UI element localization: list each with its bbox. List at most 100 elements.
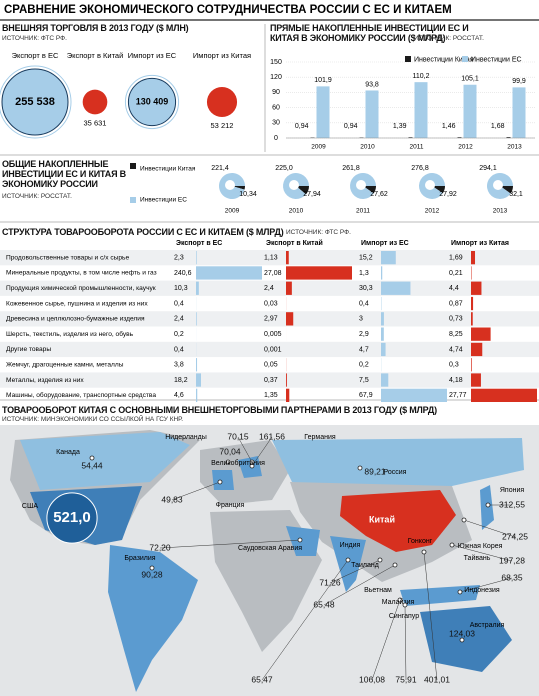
legend-swatch [462,56,468,62]
bubble [82,89,108,115]
bar [286,281,292,295]
place-marker [225,459,231,465]
bar [457,137,462,138]
bubble [206,86,238,118]
place-value: 65,47 [251,674,273,684]
place-label: Индонезия [464,587,500,594]
section-title: ПРЯМЫЕ НАКОПЛЕННЫЕ ИНВЕСТИЦИИ ЕС И КИТАЯ… [270,23,469,43]
x-tick-label: 2011 [410,144,424,151]
y-tick-label: 0 [274,135,278,142]
map-center-label: Китай [369,514,395,524]
japan [480,485,494,530]
leader-line [451,544,513,562]
place-value: 49,83 [161,494,183,504]
place-value: 197,28 [499,555,525,565]
place-marker [149,565,155,571]
row-label: Минеральные продукты, в том числе нефть … [6,270,157,277]
bar [471,296,474,311]
value-label: 0,4 [359,300,369,307]
place-label: Гонконг [408,538,433,545]
source: ИСТОЧНИК: РОССТАТ. [2,193,72,200]
place-value: 274,25 [502,531,528,541]
place-label: Нидерланды [165,434,207,441]
place-value: 521,0 [53,509,91,526]
china [340,490,456,552]
value-label: 0,87 [449,300,463,307]
place-label: Австралия [470,622,505,629]
page-title: СРАВНЕНИЕ ЭКОНОМИЧЕСКОГО СОТРУДНИЧЕСТВА … [4,4,452,16]
value-label: 130 409 [136,96,169,106]
bar [196,388,198,402]
x-tick-label: 2010 [289,208,304,215]
y-tick-label: 150 [270,59,282,66]
value-label: 0,005 [264,331,282,338]
bubble-ring [0,65,72,139]
value-label: 0,2 [359,362,369,369]
place-marker [461,517,467,523]
bar [196,251,197,265]
value-label: 8,25 [449,331,463,338]
column-header: Импорт из ЕС [361,240,409,247]
pie-hole [225,180,235,190]
bar [286,251,289,265]
place-label: Канада [56,449,80,456]
value-label: 4,18 [449,377,463,384]
value-label: 3 [359,316,363,323]
source: ИСТОЧНИК: РОССТАТ. [414,35,484,42]
y-tick-label: 120 [270,74,282,81]
bubble-label: Импорт из ЕС [128,51,177,60]
leader-line [261,559,349,681]
value-label: 53 212 [211,121,234,130]
bubble-label: Экспорт в Китай [67,51,124,60]
value-label: 35 631 [84,118,107,127]
row-label: Продукция химической промышленности, кау… [6,284,156,292]
section-title: ВНЕШНЯЯ ТОРГОВЛЯ В 2013 ГОДУ ($ МЛН) [2,23,189,33]
x-tick-label: 2010 [360,144,375,151]
source: ИСТОЧНИК: МИНЭКОНОМИКИ СО ССЫЛКОЙ НА ГСУ… [2,416,184,423]
place-value: 70,04 [219,446,241,456]
value-label: 261,8 [342,165,360,172]
place-label: Индия [340,542,361,549]
value-label: 276,8 [411,165,429,172]
value-label: 2,4 [174,316,184,323]
bar [316,86,330,138]
value-label: 27,77 [449,392,467,399]
x-tick-label: 2013 [507,144,522,151]
value-label: 4,74 [449,346,463,353]
value-label: 32,1 [509,191,523,198]
leader-line [404,604,407,681]
place-label: Япония [500,487,525,494]
bar [381,266,383,280]
y-tick-label: 60 [272,104,280,111]
leader-line [159,539,301,549]
row-label: Кожевенное сырье, пушнина и изделия из н… [6,300,148,307]
row-label: Машины, оборудование, транспортные средс… [6,391,156,399]
leader-line [251,436,273,467]
value-label: 4,4 [449,285,459,292]
value-label: 0,4 [174,346,184,353]
value-label: 2,3 [174,254,184,261]
value-label: 0,73 [449,316,463,323]
place-label: Вьетнам [364,587,392,594]
bar [381,312,384,326]
leader-line [423,551,438,681]
value-label: 225,0 [275,165,293,172]
place-label: Таиланд [351,562,379,569]
place-marker [217,479,223,485]
bar [471,327,491,341]
place-label: Сингапур [389,613,419,620]
value-label: 1,39 [393,123,407,130]
bar [286,388,290,402]
row-label: Продовольственные товары и с/х сырье [6,254,129,261]
section-title: ТОВАРООБОРОТ КИТАЯ С ОСНОВНЫМИ ВНЕШНЕТОР… [2,405,437,415]
value-label: 1,69 [449,254,463,261]
bar [408,137,413,138]
value-label: 27,94 [303,191,321,198]
pie-slice [500,186,513,194]
place-value: 401,01 [424,674,450,684]
row-band [0,372,539,388]
bar [506,137,511,138]
row-label: Шерсть, текстиль, изделия из него, обувь [6,330,134,338]
column-header: Экспорт в ЕС [176,240,222,247]
bar [196,266,262,280]
